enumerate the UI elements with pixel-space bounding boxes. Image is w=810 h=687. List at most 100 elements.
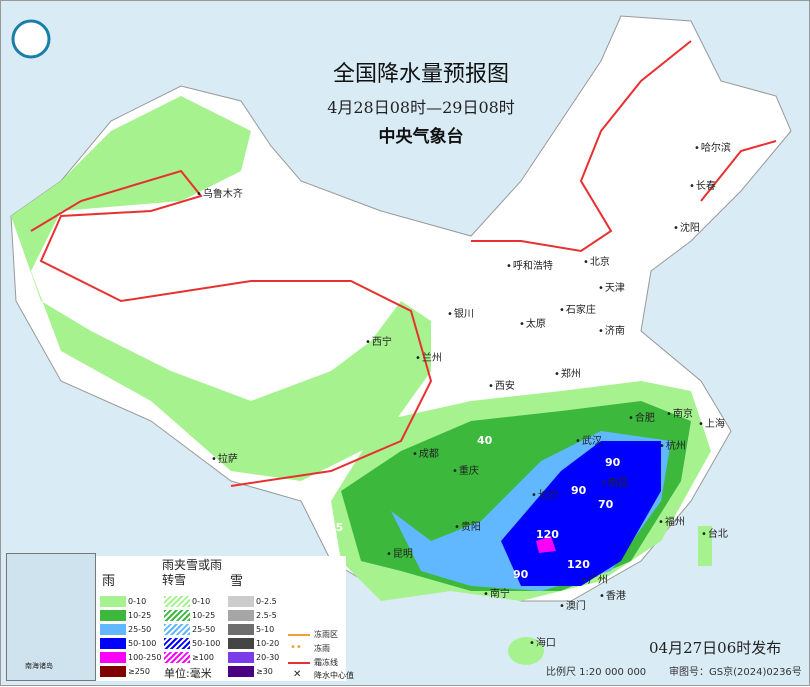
city-label: 南京 [666,409,693,421]
legend-center-value: 降水中心值 [314,671,354,680]
legend-label-mix: 0-10 [192,597,211,606]
legend-swatch-mix [164,652,190,663]
legend-swatch-rain [100,624,126,635]
legend-label-snow: 5-10 [256,625,275,634]
map-title: 全国降水量预报图 [332,62,509,87]
city-label: 贵阳 [454,522,481,534]
city-label: 银川 [447,309,474,321]
forecast-period: 4月28日08时—29日08时 [327,98,515,117]
precip-center-value: 90 [571,484,587,497]
legend-swatch-rain [100,652,126,663]
precip-center-value: 70 [598,498,614,511]
city-label: 南宁 [483,589,510,601]
legend-label-rain: 10-25 [128,611,152,620]
precip-center-value: 45 [328,521,344,534]
city-label: 拉萨 [211,454,238,466]
city-label: 澳门 [559,601,586,613]
legend-label-mix: ≥100 [192,653,214,662]
city-label: 香港 [599,591,626,603]
legend-label-snow: 2.5-5 [256,611,277,620]
legend-rain-title: 雨 [102,574,116,589]
city-label: 南昌 [601,478,628,490]
legend-label-snow: 0-2.5 [256,597,277,606]
legend-swatch-mix [164,596,190,607]
legend-swatch-rain [100,596,126,607]
city-label: 北京 [583,257,610,269]
legend-label-rain: 50-100 [128,639,157,648]
legend-freezing-rain: 冻雨 [314,644,330,653]
city-label: 台北 [701,529,728,541]
legend-swatch-mix [164,624,190,635]
legend-freezing-area: 冻雨区 [314,630,338,639]
precip-center-value: 90 [513,568,529,581]
map-header: 全国降水量预报图 4月28日08时—29日08时 中央气象台 [301,56,541,147]
city-label: 武汉 [575,436,602,448]
legend-swatch-rain [100,610,126,621]
city-label: 西安 [488,381,515,393]
city-label: 太原 [519,319,546,331]
city-label: 济南 [598,326,625,338]
city-label: 福州 [658,517,685,529]
rain-0-10-west [11,96,431,481]
legend-swatch-snow [228,610,254,621]
legend-label-snow: 20-30 [256,653,280,662]
freezing-rain-dots-icon: •• [290,642,302,653]
city-label: 西宁 [365,337,392,349]
legend-frost-line: 霜冻线 [314,658,338,667]
city-label: 成都 [412,449,439,461]
legend-label-snow: ≥30 [256,667,273,676]
city-label: 石家庄 [559,305,596,317]
legend-unit: 单位:毫米 [164,667,212,680]
legend-swatch-snow [228,596,254,607]
legend-swatch-snow [228,624,254,635]
legend-swatch-rain [100,666,126,677]
logo [11,19,51,59]
frost-line-icon [288,662,310,664]
city-label: 郑州 [554,369,581,381]
legend-label-rain: 100-250 [128,653,162,662]
city-label: 哈尔滨 [694,143,731,155]
city-label: 上海 [698,419,725,431]
south-china-sea-inset: 南海诸岛 [6,553,96,681]
city-label: 呼和浩特 [506,261,553,273]
legend-snow-title: 雪 [230,574,244,589]
city-label: 兰州 [415,353,442,365]
legend-swatch-snow [228,638,254,649]
legend-swatch-snow [228,666,254,677]
freezing-area-line-icon [288,634,310,636]
legend-label-rain: 25-50 [128,625,152,634]
rain-100-250 [536,536,556,553]
legend-label-rain: 0-10 [128,597,147,606]
city-label: 昆明 [386,549,413,561]
legend-label-mix: 50-100 [192,639,221,648]
city-label: 乌鲁木齐 [196,189,243,201]
city-label: 沈阳 [673,223,700,235]
city-label: 长沙 [531,490,558,502]
city-label: 海口 [529,638,556,650]
legend-label-mix: 25-50 [192,625,216,634]
city-label: 重庆 [452,466,479,478]
inset-label: 南海诸岛 [25,662,53,670]
frost-line [30,169,433,487]
precip-center-value: 120 [536,528,559,541]
legend-swatch-snow [228,652,254,663]
legend-mix-title: 雨夹雪或雨转雪 [162,558,223,587]
map-number: 审图号：GS京(2024)0236号 [669,667,802,678]
legend-swatch-rain [100,638,126,649]
agency: 中央气象台 [378,127,464,147]
legend-swatch-mix [164,610,190,621]
legend-label-snow: 10-20 [256,639,280,648]
precip-center-value: 120 [567,558,590,571]
legend-label-mix: 10-25 [192,611,216,620]
city-label: 广州 [581,575,608,587]
city-label: 长春 [689,181,716,193]
city-label: 杭州 [659,441,686,453]
legend-label-rain: ≥250 [128,667,150,676]
city-label: 天津 [598,283,625,295]
scale: 比例尺 1:20 000 000 [546,667,647,678]
precip-center-value: 40 [477,434,493,447]
precip-center-value: 90 [605,456,621,469]
issue-time: 04月27日06时发布 [649,639,782,657]
legend-swatch-mix [164,638,190,649]
